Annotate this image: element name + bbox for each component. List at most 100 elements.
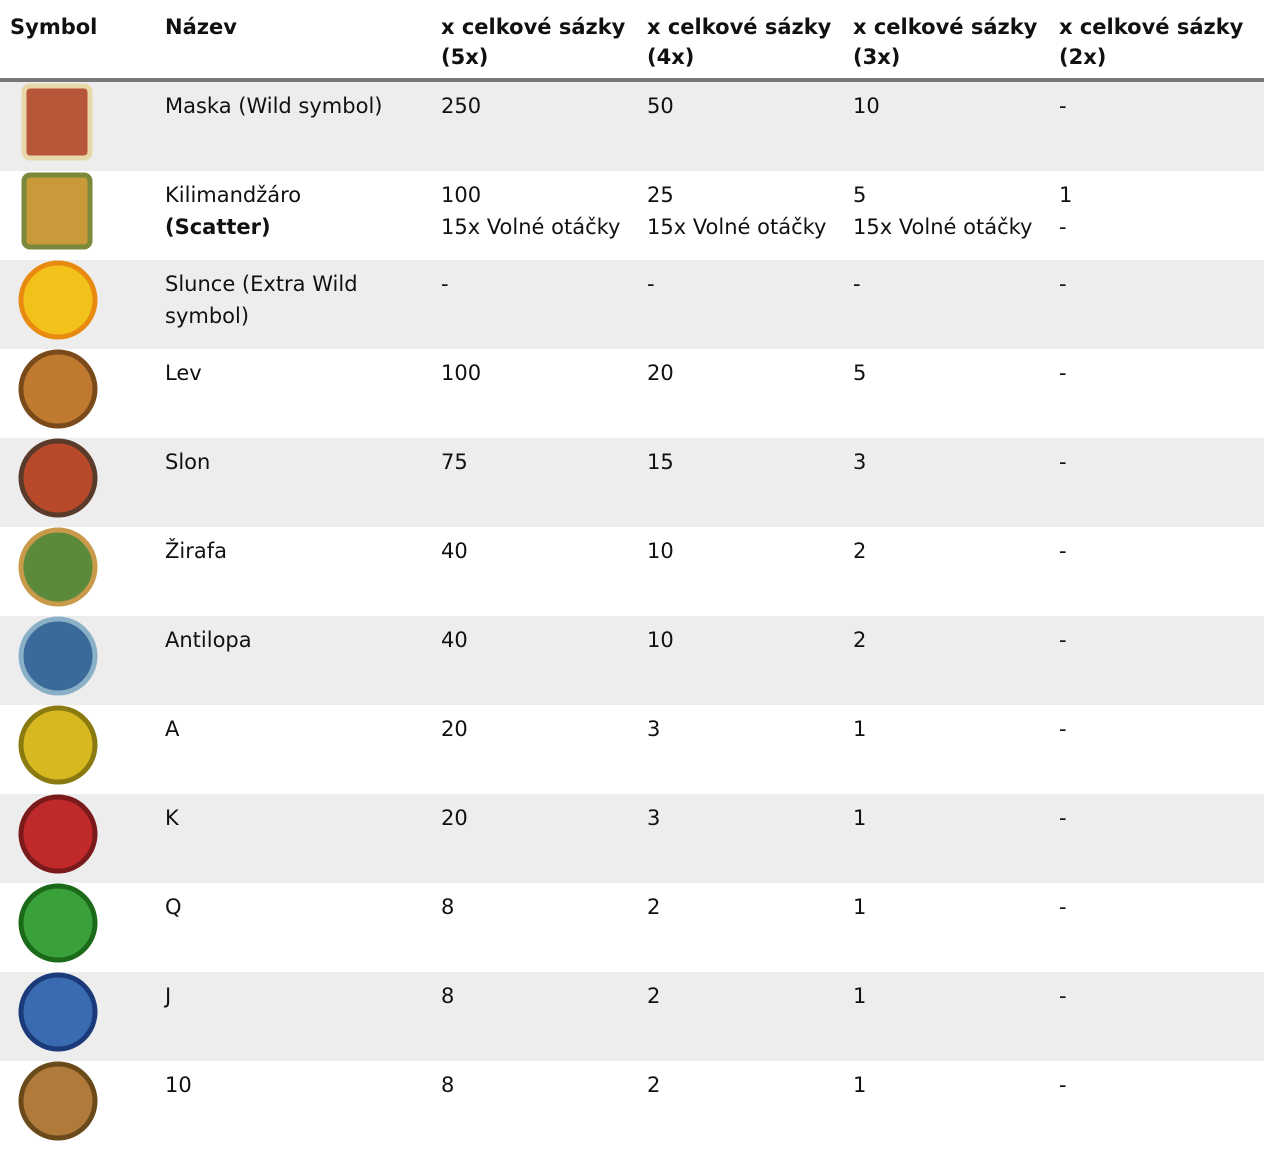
table-row: Q 8 2 1 - (0, 883, 1264, 972)
payout-value: - (1059, 450, 1067, 474)
payout-value: 1 (853, 1073, 867, 1097)
symbol-name: Maska (Wild symbol) (165, 94, 383, 118)
payout-extra: 15x Volné otáčky (853, 215, 1033, 239)
payout-value: 2 (647, 984, 661, 1008)
table-row: Slunce (Extra Wild symbol) - - - - (0, 260, 1264, 349)
payout-cell: 5 15x Volné otáčky (843, 171, 1049, 260)
symbol-cell (0, 972, 155, 1061)
payout-cell: 2 (843, 616, 1049, 705)
payout-value: - (853, 272, 861, 296)
column-header: x celkové sázky (3x) (843, 0, 1049, 82)
payout-cell: 3 (637, 705, 843, 794)
payout-value: - (1059, 539, 1067, 563)
table-row: A 20 3 1 - (0, 705, 1264, 794)
payout-cell: 250 (431, 80, 637, 171)
symbol-name: J (165, 984, 172, 1008)
symbol-name: A (165, 717, 180, 741)
table-row: J 8 2 1 - (0, 972, 1264, 1061)
payout-value: 40 (441, 628, 468, 652)
payout-cell: 40 (431, 527, 637, 616)
payout-cell: - (1049, 260, 1264, 349)
column-header: x celkové sázky (2x) (1049, 0, 1264, 82)
symbol-icon (18, 883, 98, 963)
header-row: Symbol Název x celkové sázky (5x) x celkové… (0, 0, 1264, 82)
column-header: x celkové sázky (4x) (637, 0, 843, 82)
payout-cell: - (1049, 80, 1264, 171)
payout-value: - (441, 272, 449, 296)
symbol-icon (18, 349, 98, 429)
payout-cell: 3 (637, 794, 843, 883)
symbol-icon (18, 705, 98, 785)
payout-cell: 25 15x Volné otáčky (637, 171, 843, 260)
name-cell: Žirafa (155, 527, 431, 616)
payout-value: 1 (853, 806, 867, 830)
payout-cell: - (1049, 438, 1264, 527)
payout-value: 15 (647, 450, 674, 474)
payout-value: 10 (853, 94, 880, 118)
payout-cell: 100 15x Volné otáčky (431, 171, 637, 260)
payout-cell: 3 (843, 438, 1049, 527)
payout-cell: 50 (637, 80, 843, 171)
payout-cell: - (431, 260, 637, 349)
payout-value: 1 (853, 717, 867, 741)
payout-value: - (1059, 94, 1067, 118)
payout-value: 50 (647, 94, 674, 118)
symbol-icon (21, 83, 93, 161)
table-row: Kilimandžáro (Scatter) 100 15x Volné otáčky… (0, 171, 1264, 260)
payout-cell: - (1049, 883, 1264, 972)
payout-cell: 20 (637, 349, 843, 438)
payout-cell: - (1049, 972, 1264, 1061)
payout-value: 3 (647, 717, 661, 741)
payout-cell: - (637, 260, 843, 349)
payout-value: 10 (647, 539, 674, 563)
table-row: Lev 100 20 5 - (0, 349, 1264, 438)
table-row: 10 8 2 1 - (0, 1061, 1264, 1150)
symbol-icon (18, 972, 98, 1052)
symbol-name: Slunce (Extra Wild symbol) (165, 272, 358, 328)
payout-value: - (1059, 806, 1067, 830)
name-cell: Slon (155, 438, 431, 527)
column-header: x celkové sázky (5x) (431, 0, 637, 82)
payout-value: - (1059, 361, 1067, 385)
payout-value: - (1059, 1073, 1067, 1097)
payout-value: - (1059, 628, 1067, 652)
payout-value: 250 (441, 94, 482, 118)
symbol-name: K (165, 806, 179, 830)
name-cell: Lev (155, 349, 431, 438)
payout-cell: 1 (843, 1061, 1049, 1150)
payout-value: 3 (647, 806, 661, 830)
table-row: Žirafa 40 10 2 - (0, 527, 1264, 616)
payout-value: 2 (647, 895, 661, 919)
payout-value: 75 (441, 450, 468, 474)
payout-value: 8 (441, 1073, 455, 1097)
symbol-note: (Scatter) (165, 215, 271, 239)
payout-value: 1 (853, 984, 867, 1008)
payout-value: 8 (441, 895, 455, 919)
payout-cell: 15 (637, 438, 843, 527)
payout-value: 2 (647, 1073, 661, 1097)
payout-cell: 2 (843, 527, 1049, 616)
name-cell: Antilopa (155, 616, 431, 705)
payout-value: 8 (441, 984, 455, 1008)
payout-extra: 15x Volné otáčky (441, 215, 621, 239)
name-cell: J (155, 972, 431, 1061)
payout-value: - (1059, 984, 1067, 1008)
payout-cell: - (1049, 1061, 1264, 1150)
payout-cell: 10 (843, 80, 1049, 171)
symbol-cell (0, 80, 155, 171)
payout-cell: 1 (843, 972, 1049, 1061)
symbol-cell (0, 883, 155, 972)
payout-cell: - (1049, 794, 1264, 883)
payout-value: - (1059, 272, 1067, 296)
payout-value: 20 (647, 361, 674, 385)
symbol-name: Lev (165, 361, 202, 385)
payout-cell: 2 (637, 972, 843, 1061)
name-cell: Q (155, 883, 431, 972)
payout-cell: 8 (431, 1061, 637, 1150)
symbol-icon (18, 438, 98, 518)
payout-value: 20 (441, 717, 468, 741)
name-cell: Maska (Wild symbol) (155, 80, 431, 171)
payout-cell: 20 (431, 794, 637, 883)
